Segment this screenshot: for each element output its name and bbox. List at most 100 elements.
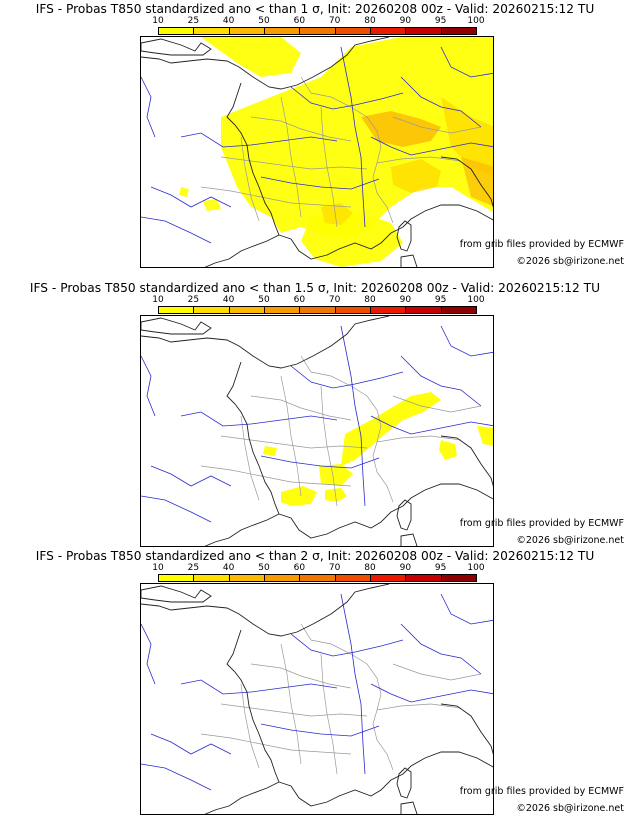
admin-border bbox=[392, 663, 482, 681]
river bbox=[141, 216, 212, 244]
legend-tick-label: 60 bbox=[293, 563, 306, 573]
admin-border bbox=[392, 395, 482, 413]
legend-swatch bbox=[370, 574, 407, 582]
map-panel-1: IFS - Probas T850 standardized ano < tha… bbox=[0, 2, 630, 270]
admin-border bbox=[300, 355, 394, 503]
coastline bbox=[204, 234, 280, 267]
probability-area bbox=[179, 187, 189, 197]
legend-swatch bbox=[264, 574, 301, 582]
color-legend: 10 25 40 50 60 70 80 90 95 100 bbox=[152, 16, 485, 42]
river bbox=[180, 679, 338, 695]
legend-tick-label: 10 bbox=[152, 16, 164, 26]
legend-tick-label: 25 bbox=[187, 295, 200, 305]
legend-tick-label: 50 bbox=[258, 563, 270, 573]
admin-border bbox=[220, 156, 368, 170]
river bbox=[340, 593, 366, 775]
admin-border bbox=[280, 96, 302, 218]
river bbox=[141, 76, 156, 138]
legend-swatch bbox=[264, 27, 301, 35]
legend-tick-label: 40 bbox=[222, 295, 235, 305]
legend-swatch bbox=[158, 574, 195, 582]
legend-tick-label: 10 bbox=[152, 295, 164, 305]
river bbox=[260, 455, 380, 469]
river bbox=[400, 623, 482, 675]
river bbox=[290, 86, 404, 110]
admin-border bbox=[300, 76, 394, 224]
river bbox=[141, 355, 156, 417]
legend-swatch bbox=[158, 306, 195, 314]
legend-tick-label: 50 bbox=[258, 16, 270, 26]
legend-swatch bbox=[299, 574, 336, 582]
coastline bbox=[278, 483, 493, 539]
map-canvas bbox=[141, 37, 493, 267]
admin-border bbox=[250, 663, 352, 689]
probability-area bbox=[281, 486, 317, 506]
admin-border bbox=[320, 385, 338, 507]
probability-area bbox=[201, 37, 301, 77]
island-outline bbox=[141, 38, 212, 56]
admin-border bbox=[200, 733, 352, 755]
coastline bbox=[440, 156, 493, 208]
color-legend: 10 25 40 50 60 70 80 90 95 100 bbox=[152, 563, 485, 589]
legend-tick-label: 80 bbox=[364, 295, 376, 305]
legend-tick-label: 90 bbox=[399, 563, 412, 573]
legend-tick-label: 60 bbox=[293, 295, 306, 305]
river bbox=[141, 623, 156, 685]
source-credit: from grib files provided by ECMWF bbox=[459, 518, 624, 529]
river bbox=[340, 325, 366, 507]
legend-tick-label: 95 bbox=[434, 295, 447, 305]
map-canvas bbox=[141, 316, 493, 546]
probability-area bbox=[325, 488, 347, 502]
legend-swatch bbox=[370, 27, 407, 35]
island-outline bbox=[141, 317, 212, 335]
river bbox=[370, 136, 493, 156]
coastline bbox=[204, 781, 280, 814]
admin-border bbox=[240, 136, 260, 222]
probability-area bbox=[361, 111, 441, 147]
river bbox=[290, 633, 404, 657]
color-legend: 10 25 40 50 60 70 80 90 95 100 bbox=[152, 295, 485, 321]
legend-swatch bbox=[299, 27, 336, 35]
island-outline bbox=[400, 801, 418, 814]
legend-swatch bbox=[405, 306, 442, 314]
legend-swatch bbox=[264, 306, 301, 314]
probability-area bbox=[439, 440, 457, 460]
coastline bbox=[204, 513, 280, 546]
coastline bbox=[278, 204, 493, 260]
river bbox=[141, 763, 212, 791]
river bbox=[440, 593, 493, 625]
panel-title: IFS - Probas T850 standardized ano < tha… bbox=[29, 281, 601, 295]
legend-swatch bbox=[370, 306, 407, 314]
probability-area bbox=[461, 157, 493, 207]
admin-border bbox=[240, 415, 260, 501]
admin-border bbox=[220, 703, 368, 717]
legend-tick-label: 25 bbox=[187, 16, 200, 26]
legend-swatch bbox=[405, 574, 442, 582]
river bbox=[260, 176, 380, 190]
copyright-credit: ©2026 sb@irizone.net bbox=[516, 803, 624, 814]
river bbox=[150, 733, 232, 755]
panel-title: IFS - Probas T850 standardized ano < tha… bbox=[35, 549, 595, 563]
coastline bbox=[226, 82, 280, 236]
legend-swatch bbox=[440, 27, 477, 35]
probability-area bbox=[321, 203, 353, 225]
probability-area bbox=[301, 213, 403, 267]
river bbox=[180, 132, 338, 148]
island-outline bbox=[400, 254, 418, 267]
legend-swatch bbox=[228, 574, 265, 582]
map-canvas bbox=[141, 584, 493, 814]
source-credit: from grib files provided by ECMWF bbox=[459, 239, 624, 250]
river bbox=[290, 365, 404, 389]
coastline bbox=[440, 703, 493, 755]
coastline bbox=[278, 751, 493, 807]
admin-border bbox=[220, 435, 368, 449]
legend-swatch bbox=[334, 27, 371, 35]
admin-border bbox=[280, 643, 302, 765]
probability-area bbox=[319, 464, 353, 486]
river bbox=[260, 723, 380, 737]
legend-swatch bbox=[228, 306, 265, 314]
legend-tick-label: 10 bbox=[152, 563, 164, 573]
probability-map bbox=[140, 36, 494, 268]
legend-tick-label: 90 bbox=[399, 16, 412, 26]
admin-border bbox=[250, 395, 352, 421]
